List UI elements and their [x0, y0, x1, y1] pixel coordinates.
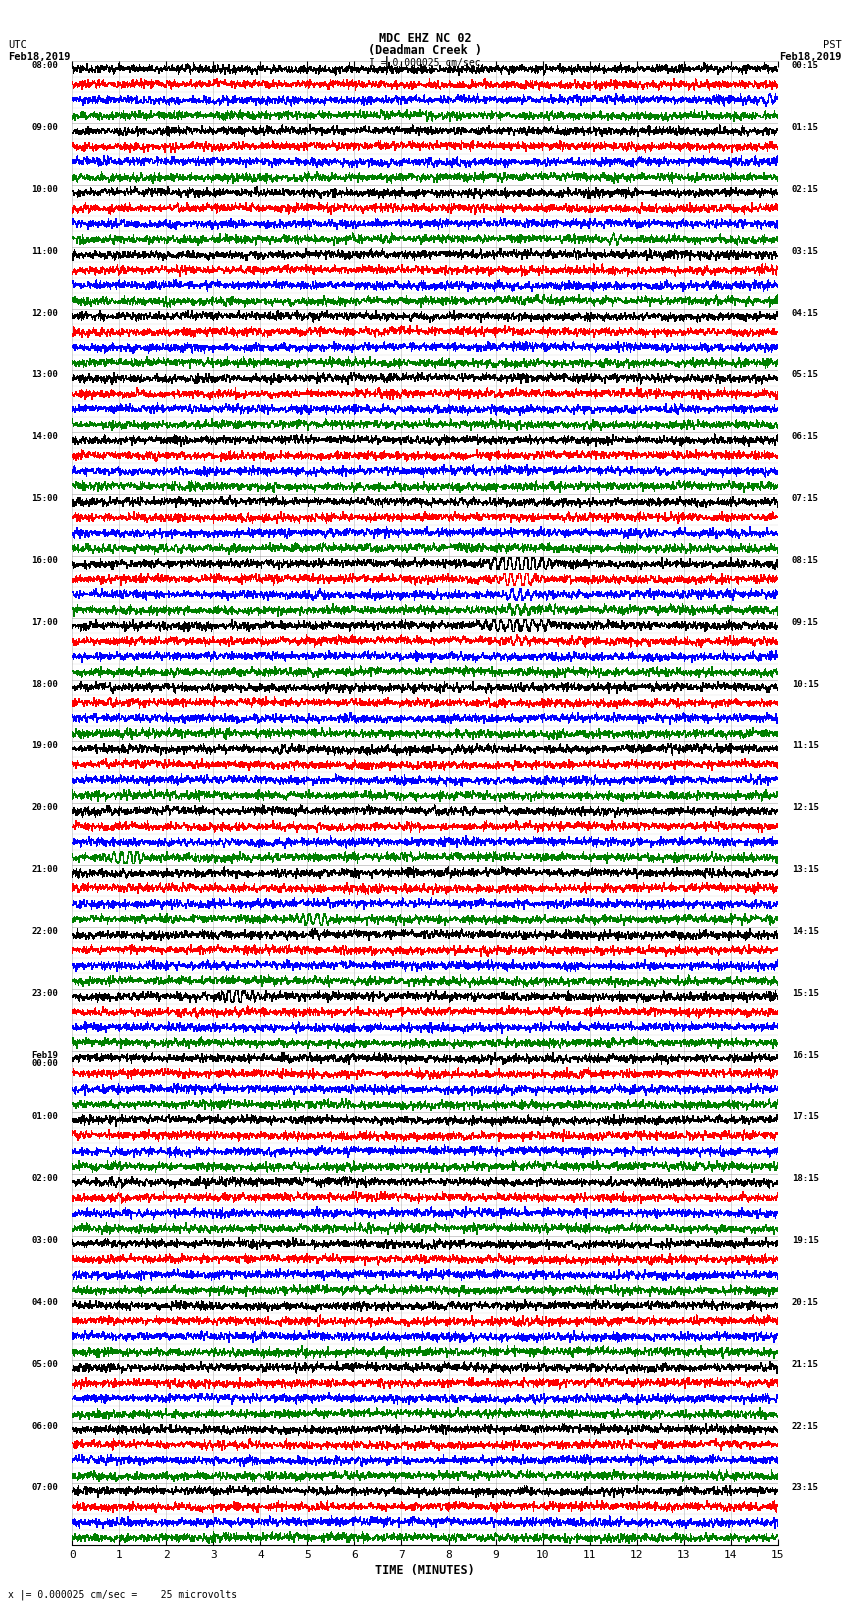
Text: 23:00: 23:00	[31, 989, 58, 998]
Text: 06:00: 06:00	[31, 1421, 58, 1431]
Text: 21:00: 21:00	[31, 865, 58, 874]
Text: 07:00: 07:00	[31, 1484, 58, 1492]
Text: 16:15: 16:15	[792, 1050, 819, 1060]
Text: 16:00: 16:00	[31, 556, 58, 565]
Text: 06:15: 06:15	[792, 432, 819, 442]
Text: 15:00: 15:00	[31, 494, 58, 503]
Text: 02:15: 02:15	[792, 185, 819, 194]
Text: 05:15: 05:15	[792, 371, 819, 379]
Text: |: |	[383, 56, 390, 69]
Text: 23:15: 23:15	[792, 1484, 819, 1492]
Text: 00:00: 00:00	[31, 1060, 58, 1068]
Text: 18:15: 18:15	[792, 1174, 819, 1184]
Text: 12:00: 12:00	[31, 308, 58, 318]
Text: 17:15: 17:15	[792, 1113, 819, 1121]
Text: 20:00: 20:00	[31, 803, 58, 813]
Text: 15:15: 15:15	[792, 989, 819, 998]
Text: 11:15: 11:15	[792, 742, 819, 750]
Text: (Deadman Creek ): (Deadman Creek )	[368, 44, 482, 56]
Text: 09:00: 09:00	[31, 123, 58, 132]
Text: 14:15: 14:15	[792, 927, 819, 936]
Text: 21:15: 21:15	[792, 1360, 819, 1369]
Text: 03:15: 03:15	[792, 247, 819, 256]
Text: 18:00: 18:00	[31, 679, 58, 689]
Text: 02:00: 02:00	[31, 1174, 58, 1184]
Text: PST: PST	[823, 40, 842, 50]
Text: 04:15: 04:15	[792, 308, 819, 318]
Text: 19:00: 19:00	[31, 742, 58, 750]
Text: 14:00: 14:00	[31, 432, 58, 442]
Text: Feb18,2019: Feb18,2019	[779, 52, 842, 61]
Text: 08:00: 08:00	[31, 61, 58, 71]
Text: 07:15: 07:15	[792, 494, 819, 503]
Text: Feb19: Feb19	[31, 1050, 58, 1060]
Text: 03:00: 03:00	[31, 1236, 58, 1245]
Text: 01:00: 01:00	[31, 1113, 58, 1121]
Text: 20:15: 20:15	[792, 1298, 819, 1307]
Text: 10:00: 10:00	[31, 185, 58, 194]
Text: 01:15: 01:15	[792, 123, 819, 132]
Text: 19:15: 19:15	[792, 1236, 819, 1245]
Text: 22:00: 22:00	[31, 927, 58, 936]
Text: 00:15: 00:15	[792, 61, 819, 71]
Text: 08:15: 08:15	[792, 556, 819, 565]
Text: 12:15: 12:15	[792, 803, 819, 813]
Text: 05:00: 05:00	[31, 1360, 58, 1369]
Text: 13:15: 13:15	[792, 865, 819, 874]
Text: 10:15: 10:15	[792, 679, 819, 689]
Text: 22:15: 22:15	[792, 1421, 819, 1431]
Text: MDC EHZ NC 02: MDC EHZ NC 02	[379, 32, 471, 45]
Text: x |= 0.000025 cm/sec =    25 microvolts: x |= 0.000025 cm/sec = 25 microvolts	[8, 1589, 238, 1600]
Text: I = 0.000025 cm/sec: I = 0.000025 cm/sec	[369, 58, 481, 68]
Text: Feb18,2019: Feb18,2019	[8, 52, 71, 61]
Text: 04:00: 04:00	[31, 1298, 58, 1307]
Text: UTC: UTC	[8, 40, 27, 50]
Text: 17:00: 17:00	[31, 618, 58, 627]
Text: 13:00: 13:00	[31, 371, 58, 379]
Text: 09:15: 09:15	[792, 618, 819, 627]
Text: 11:00: 11:00	[31, 247, 58, 256]
X-axis label: TIME (MINUTES): TIME (MINUTES)	[375, 1565, 475, 1578]
